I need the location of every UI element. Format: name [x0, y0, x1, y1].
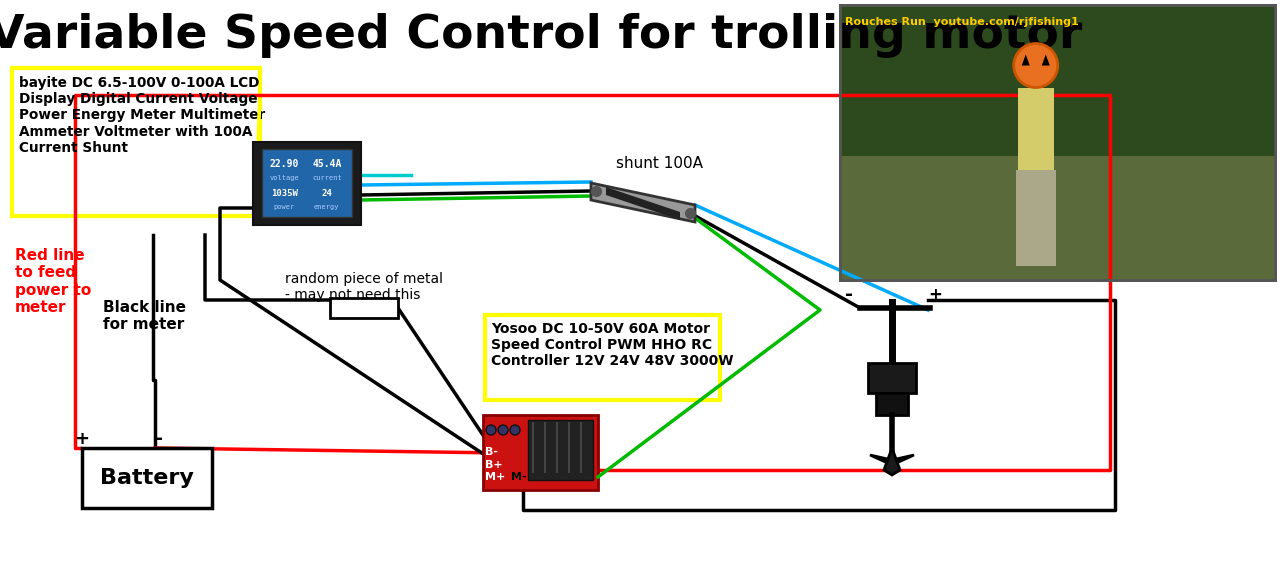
Text: 45.4A: 45.4A	[312, 159, 342, 169]
Bar	[840, 5, 1275, 170]
Text: shunt 100A: shunt 100A	[616, 156, 703, 170]
Circle shape	[486, 425, 497, 435]
Bar	[262, 149, 352, 217]
Bar	[876, 393, 908, 415]
Polygon shape	[870, 455, 914, 465]
Circle shape	[1014, 43, 1057, 87]
Circle shape	[509, 425, 520, 435]
Polygon shape	[1042, 55, 1050, 65]
Circle shape	[498, 425, 508, 435]
Bar	[330, 298, 398, 318]
Bar	[253, 142, 361, 225]
Text: voltage: voltage	[270, 175, 300, 180]
Polygon shape	[1021, 55, 1029, 65]
Text: random piece of metal
- may not need this: random piece of metal - may not need thi…	[285, 272, 443, 302]
Text: Rouches Run  youtube.com/rjfishing1: Rouches Run youtube.com/rjfishing1	[845, 17, 1079, 27]
Text: B+: B+	[485, 460, 503, 470]
Text: Red line
to feed
power to
meter: Red line to feed power to meter	[15, 248, 91, 315]
Text: -: -	[155, 429, 163, 448]
Text: bayite DC 6.5-100V 0-100A LCD
Display Digital Current Voltage
Power Energy Meter: bayite DC 6.5-100V 0-100A LCD Display Di…	[19, 76, 265, 155]
Bar	[1018, 87, 1053, 225]
Text: 22.90: 22.90	[270, 159, 300, 169]
Bar	[840, 5, 1275, 280]
Text: Yosoo DC 10-50V 60A Motor
Speed Control PWM HHO RC
Controller 12V 24V 48V 3000W: Yosoo DC 10-50V 60A Motor Speed Control …	[492, 322, 733, 368]
Bar	[483, 415, 598, 490]
Text: B-: B-	[485, 447, 498, 457]
Text: power: power	[274, 204, 296, 210]
Polygon shape	[605, 187, 680, 220]
Bar	[868, 363, 916, 393]
Text: Black line
for meter: Black line for meter	[102, 300, 186, 332]
Text: M-: M-	[511, 472, 526, 482]
Bar	[485, 315, 719, 400]
Polygon shape	[591, 183, 695, 222]
Text: Battery: Battery	[100, 468, 195, 488]
Bar	[529, 420, 593, 480]
Bar	[12, 68, 260, 216]
Bar	[82, 448, 212, 508]
Text: current: current	[312, 175, 342, 180]
Text: 1035W: 1035W	[271, 189, 298, 198]
Text: M+: M+	[485, 472, 506, 482]
Bar	[840, 5, 1275, 280]
Text: +: +	[928, 286, 942, 304]
Bar	[840, 156, 1275, 280]
Polygon shape	[884, 448, 900, 475]
Text: -: -	[845, 285, 852, 304]
Text: Variable Speed Control for trolling motor: Variable Speed Control for trolling moto…	[0, 12, 1082, 58]
Text: energy: energy	[314, 204, 339, 210]
Text: +: +	[74, 430, 90, 448]
Text: 24: 24	[321, 189, 333, 198]
Bar	[1016, 170, 1056, 266]
